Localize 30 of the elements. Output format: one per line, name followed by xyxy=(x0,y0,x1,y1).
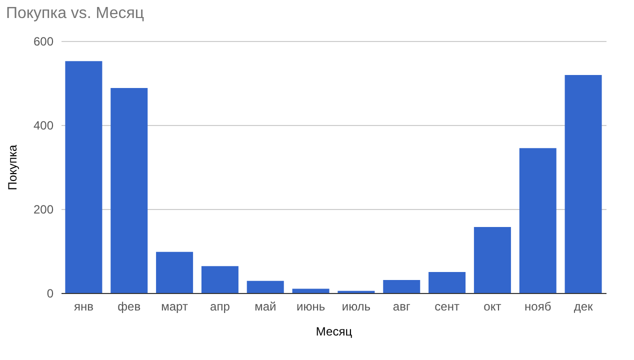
bar xyxy=(383,280,420,293)
x-tick-label: фев xyxy=(118,300,141,314)
bar xyxy=(201,266,238,293)
x-tick-label: дек xyxy=(574,300,594,314)
bar xyxy=(65,61,102,293)
x-tick-label: авг xyxy=(392,300,411,314)
y-tick-label: 400 xyxy=(33,118,54,132)
y-tick-label: 600 xyxy=(33,34,54,48)
x-tick-label: янв xyxy=(74,300,94,314)
y-axis-title: Покупка xyxy=(5,144,20,190)
y-tick-label: 0 xyxy=(46,286,54,300)
bar xyxy=(156,252,194,293)
bar xyxy=(292,288,330,293)
x-tick-label: июль xyxy=(342,300,371,314)
x-tick-label: май xyxy=(254,300,276,314)
x-tick-label: апр xyxy=(210,300,230,314)
x-tick-label: нояб xyxy=(524,300,552,314)
x-tick-label: март xyxy=(161,300,188,314)
x-tick-label: июнь xyxy=(296,300,326,314)
y-tick-label: 200 xyxy=(33,202,54,216)
bar xyxy=(110,88,148,293)
bar xyxy=(474,227,511,293)
x-axis-title: Месяц xyxy=(316,324,352,338)
bar xyxy=(246,280,284,293)
bar xyxy=(519,148,556,293)
chart-title: Покупка vs. Месяц xyxy=(6,5,144,22)
x-tick-label: сент xyxy=(434,300,460,314)
x-tick-label: окт xyxy=(484,300,502,314)
bar xyxy=(428,272,466,293)
bar xyxy=(564,75,602,293)
